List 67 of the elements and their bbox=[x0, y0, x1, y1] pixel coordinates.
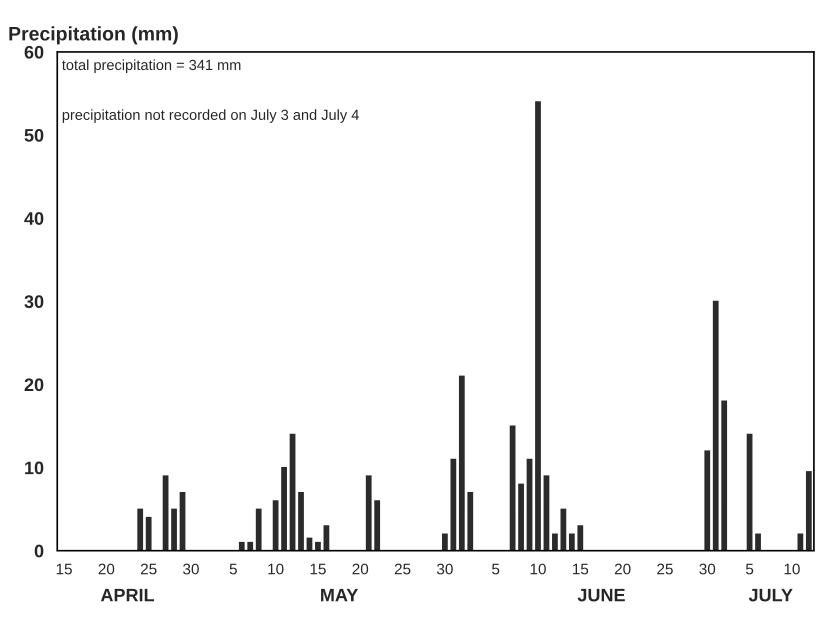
bar bbox=[315, 542, 321, 551]
x-tick-label: 15 bbox=[310, 564, 326, 574]
bar bbox=[306, 538, 312, 551]
y-tick-label: 60 bbox=[24, 46, 44, 59]
x-tick-label: 30 bbox=[436, 564, 453, 574]
x-tick-label: 20 bbox=[352, 564, 368, 574]
text: APRIL bbox=[100, 588, 154, 602]
y-tick-label: 20 bbox=[24, 378, 44, 392]
bar bbox=[458, 376, 465, 551]
text: MAY bbox=[321, 588, 358, 602]
bar bbox=[755, 534, 761, 551]
bar bbox=[797, 534, 804, 551]
bar bbox=[450, 458, 456, 551]
bar bbox=[467, 492, 474, 551]
bar bbox=[704, 450, 710, 551]
x-tick-label: 10 bbox=[784, 564, 800, 574]
bar bbox=[256, 508, 262, 551]
bar bbox=[806, 471, 812, 551]
bar bbox=[544, 475, 550, 551]
y-tick-label: 10 bbox=[25, 462, 44, 474]
x-tick-label: 10 bbox=[530, 564, 546, 574]
x-tick-label: 10 bbox=[268, 564, 284, 574]
bar bbox=[560, 508, 566, 551]
bar bbox=[510, 425, 516, 551]
bar bbox=[137, 508, 144, 551]
bar bbox=[442, 534, 448, 551]
bar bbox=[518, 484, 524, 551]
x-tick-label: 5 bbox=[746, 564, 754, 574]
x-tick-label: 25 bbox=[140, 564, 157, 574]
bar bbox=[146, 516, 152, 551]
x-tick-label: 30 bbox=[183, 564, 199, 574]
text: JUNE bbox=[578, 588, 625, 602]
bar bbox=[577, 525, 584, 551]
y-axis-title: Precipitation (mm) bbox=[9, 26, 178, 44]
x-tick-label: 25 bbox=[394, 564, 410, 574]
bar bbox=[568, 534, 575, 551]
annotation: total precipitation = 341 mm bbox=[62, 59, 240, 73]
bar bbox=[272, 500, 279, 551]
bar bbox=[712, 300, 719, 551]
text: JULY bbox=[748, 588, 793, 602]
bar bbox=[290, 434, 296, 551]
bar bbox=[526, 458, 532, 551]
bar bbox=[298, 492, 304, 551]
bar bbox=[746, 434, 752, 551]
x-tick-label: 5 bbox=[230, 564, 237, 574]
y-tick-label: 0 bbox=[34, 544, 44, 558]
x-tick-label: 15 bbox=[56, 564, 72, 574]
bar bbox=[281, 467, 287, 551]
x-tick-label: 5 bbox=[492, 564, 500, 574]
bar bbox=[374, 500, 380, 551]
x-tick-label: 25 bbox=[657, 564, 673, 574]
bar bbox=[324, 525, 330, 551]
annotation: precipitation not recorded on July 3 and July 4 bbox=[62, 109, 359, 123]
y-tick-label: 40 bbox=[24, 212, 44, 225]
y-tick-label: 30 bbox=[24, 295, 44, 308]
bar bbox=[535, 101, 541, 551]
bar bbox=[721, 400, 728, 551]
x-tick-label: 15 bbox=[572, 564, 588, 574]
bar bbox=[366, 475, 372, 551]
x-tick-label: 20 bbox=[614, 564, 631, 574]
x-tick-label: 20 bbox=[98, 564, 114, 574]
bar bbox=[552, 534, 558, 551]
x-tick-label: 30 bbox=[699, 564, 716, 574]
y-tick-label: 50 bbox=[24, 128, 44, 142]
bar bbox=[180, 492, 186, 551]
bar bbox=[162, 475, 168, 551]
bar bbox=[171, 508, 177, 551]
